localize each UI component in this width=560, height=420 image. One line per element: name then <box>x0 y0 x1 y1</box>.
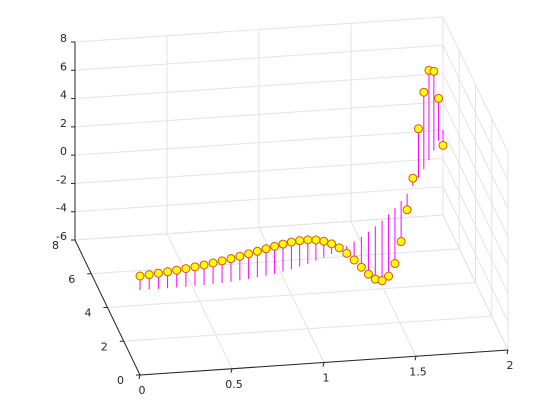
grid-line <box>74 129 444 156</box>
grid-line <box>123 315 492 342</box>
stem-marker <box>311 235 321 245</box>
z-tick-label: 0 <box>60 145 67 158</box>
grid-line <box>74 214 444 241</box>
stem-marker <box>429 66 439 76</box>
x-tick-label: 0.5 <box>225 378 243 391</box>
stem-marker <box>181 264 191 274</box>
x-tick-label: 1.5 <box>409 365 427 378</box>
stem-marker <box>349 255 359 265</box>
grid-line <box>74 73 444 100</box>
stem-marker <box>153 268 163 278</box>
z-tick-label: -4 <box>56 202 67 215</box>
stem-marker <box>319 236 329 246</box>
grid-line <box>74 157 444 184</box>
z-tick-label: -2 <box>56 173 67 186</box>
z-tick-label: 8 <box>60 32 67 45</box>
x-tick-label: 1 <box>323 372 330 385</box>
stem-marker <box>270 241 280 251</box>
z-tick-label: 6 <box>60 60 67 73</box>
stem-marker <box>327 239 337 249</box>
grid-line <box>442 186 509 322</box>
grid-line <box>107 282 476 308</box>
y-tick-label: 4 <box>85 307 92 320</box>
grid-line <box>91 248 460 275</box>
stem-marker <box>434 93 444 103</box>
grid-line <box>442 214 509 351</box>
stem-marker <box>342 248 352 258</box>
stem-marker <box>172 265 182 275</box>
grid-line <box>442 129 509 266</box>
grid-line <box>442 45 509 181</box>
stem-marker <box>396 237 406 247</box>
stem-marker <box>190 262 200 272</box>
z-tick-label: -6 <box>56 230 67 243</box>
stem-marker <box>402 205 412 215</box>
x-tick <box>414 356 417 361</box>
grid-line <box>442 158 509 294</box>
x-tick <box>506 349 509 355</box>
z-tick-label: 4 <box>60 89 67 102</box>
grid-line <box>442 101 509 238</box>
z-tick-label: 2 <box>60 117 67 130</box>
stem-marker <box>334 243 344 253</box>
grid-line <box>74 186 444 213</box>
grid-line <box>74 101 444 128</box>
stem-marker <box>208 258 218 268</box>
grid-line <box>74 16 444 43</box>
stem-marker <box>244 249 254 259</box>
stem-marker <box>384 271 394 281</box>
stem-marker <box>235 251 245 261</box>
x-tick <box>322 362 325 367</box>
stem-marker <box>390 259 400 269</box>
x-tick-label: 2 <box>507 359 514 372</box>
grid-line <box>74 44 444 71</box>
x-tick-label: 0 <box>139 384 146 397</box>
stem-marker <box>261 244 271 254</box>
stem-marker <box>144 270 154 280</box>
stem-marker <box>163 267 173 277</box>
grid-line <box>442 16 509 153</box>
stem-marker <box>419 87 429 97</box>
stem-marker <box>408 173 418 183</box>
stem-marker <box>295 236 305 246</box>
stem-marker <box>135 271 145 281</box>
stem-marker <box>226 254 236 264</box>
stem-marker <box>438 140 448 150</box>
stem-marker <box>217 256 227 266</box>
stem-marker <box>199 260 209 270</box>
x-tick <box>138 374 141 380</box>
stem-marker <box>252 246 262 256</box>
stem-marker <box>303 235 313 245</box>
stem-marker <box>363 269 373 279</box>
stem-marker <box>413 124 423 134</box>
stem-marker <box>356 262 366 272</box>
x-tick <box>230 368 233 373</box>
grid-line <box>442 73 509 209</box>
y-tick-label: 6 <box>68 273 75 286</box>
stem-marker <box>278 239 288 249</box>
y-tick-label: 8 <box>52 239 59 252</box>
stem-marker <box>377 276 387 286</box>
stem-marker <box>286 237 296 247</box>
y-tick-label: 2 <box>101 340 108 353</box>
y-tick-label: 0 <box>117 374 124 387</box>
